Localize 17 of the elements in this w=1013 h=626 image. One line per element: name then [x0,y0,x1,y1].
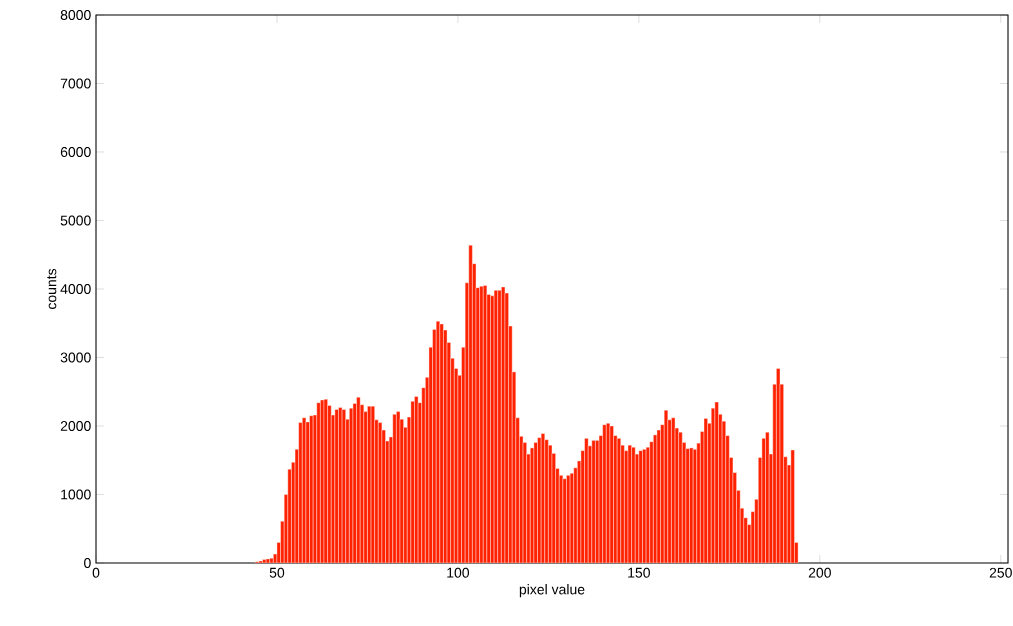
y-tick-label: 4000 [60,284,91,294]
x-tick-label: 250 [989,567,1012,578]
y-tick-label: 7000 [60,78,91,89]
x-tick-label: 50 [269,567,285,578]
x-tick-label: 200 [808,567,831,578]
y-tick-label: 5000 [60,215,91,226]
y-tick-label: 0 [84,558,91,568]
y-tick-label: 2000 [60,421,91,431]
x-tick-label: 150 [628,567,650,578]
y-tick-label: 1000 [61,489,91,500]
x-tick-label: 100 [447,567,470,578]
x-tick-label: 0 [92,567,100,578]
x-axis-title: pixel value [519,584,585,598]
y-tick-label: 3000 [60,352,91,363]
y-tick-label: 8000 [60,10,91,20]
y-tick-label: 6000 [60,147,91,157]
y-axis-title: counts [47,268,57,310]
